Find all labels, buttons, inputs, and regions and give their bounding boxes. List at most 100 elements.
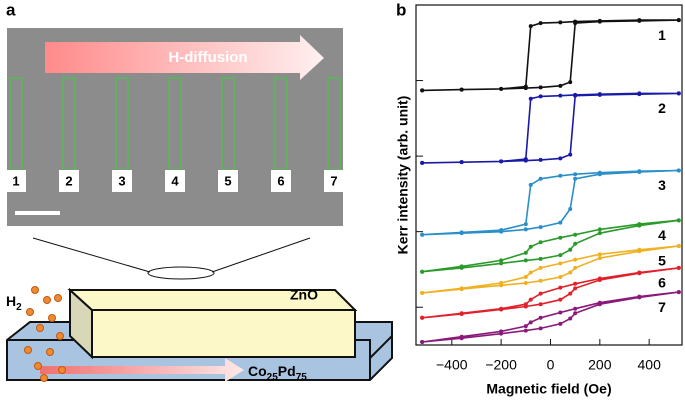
loop-line [422, 267, 679, 319]
data-point [499, 86, 504, 91]
zoom-line [32, 237, 151, 273]
data-point [568, 291, 573, 296]
data-point [568, 152, 573, 157]
data-point [538, 240, 543, 245]
data-point [499, 307, 504, 312]
stripe-label: 2 [65, 173, 72, 188]
data-point [676, 290, 681, 295]
layer-arrow [40, 358, 244, 382]
data-point [499, 159, 504, 164]
zno-front [91, 309, 356, 358]
arrow-text: H-diffusion [168, 49, 247, 66]
series-label: 7 [658, 299, 666, 315]
data-point [528, 244, 533, 249]
data-point [637, 249, 642, 254]
data-point [676, 168, 681, 173]
data-point [558, 285, 563, 290]
data-point [420, 315, 425, 320]
data-point [499, 261, 504, 266]
data-point [538, 256, 543, 261]
data-point [538, 225, 543, 230]
data-point [558, 310, 563, 315]
x-tick-label: 0 [547, 357, 555, 373]
data-point [676, 244, 681, 249]
data-point [420, 88, 425, 93]
data-point [558, 173, 563, 178]
stripe-label-box [59, 170, 79, 192]
data-point [558, 20, 563, 25]
data-point [573, 257, 578, 262]
data-point [597, 92, 602, 97]
stripe-label: 4 [171, 173, 179, 188]
series-label: 1 [658, 27, 666, 43]
series-label: 2 [658, 100, 666, 116]
data-point [459, 336, 464, 341]
data-point [558, 156, 563, 161]
data-point [568, 80, 573, 85]
data-point [528, 182, 533, 187]
data-point [538, 94, 543, 99]
x-tick-label: 200 [588, 357, 612, 373]
data-point [637, 18, 642, 23]
data-point [528, 96, 533, 101]
stripe-label-box [165, 170, 185, 192]
x-tick-label: −200 [485, 357, 517, 373]
data-point [538, 302, 543, 307]
data-point [676, 218, 681, 223]
data-point [597, 172, 602, 177]
element: Co [248, 363, 267, 379]
data-point [558, 235, 563, 240]
data-point [459, 231, 464, 236]
data-point [558, 321, 563, 326]
data-point [538, 176, 543, 181]
data-point [538, 85, 543, 90]
plot-frame [415, 4, 683, 346]
stripes: 1 2 3 4 5 6 7 [6, 77, 344, 192]
stripe-label-box [6, 170, 26, 192]
data-point [459, 312, 464, 317]
x-tick-label: 400 [638, 357, 662, 373]
data-point [558, 253, 563, 258]
data-point [568, 270, 573, 275]
data-point [528, 320, 533, 325]
data-point [459, 287, 464, 292]
data-point [499, 229, 504, 234]
data-point [568, 207, 573, 211]
gas-label: H2 [6, 293, 22, 313]
stripe-label: 6 [277, 173, 284, 188]
data-point [637, 295, 642, 300]
data-point [568, 316, 573, 321]
loop-line [422, 19, 679, 92]
gas-sub: 2 [16, 302, 22, 313]
data-point [597, 256, 602, 261]
data-point [597, 19, 602, 24]
stripe-label-box [112, 170, 132, 192]
data-point [597, 302, 602, 307]
data-point [459, 265, 464, 270]
data-point [499, 283, 504, 288]
data-point [573, 93, 578, 98]
data-point [420, 290, 425, 295]
data-point [573, 306, 578, 311]
zoom-spot [147, 266, 215, 280]
stripe-label: 7 [330, 173, 337, 188]
data-point [637, 92, 642, 97]
stripe-label-box [218, 170, 238, 192]
data-point [528, 270, 533, 275]
data-point [459, 160, 464, 165]
data-point [558, 83, 563, 88]
stripe-label-box [271, 170, 291, 192]
data-point [538, 265, 543, 270]
gas: H [6, 293, 16, 309]
data-point [558, 93, 563, 98]
data-point [523, 250, 528, 255]
data-point [499, 331, 504, 336]
data-point [523, 304, 528, 309]
data-point [523, 158, 528, 163]
data-point [523, 86, 528, 91]
data-point [637, 223, 642, 228]
data-point [637, 271, 642, 276]
data-point [538, 291, 543, 296]
